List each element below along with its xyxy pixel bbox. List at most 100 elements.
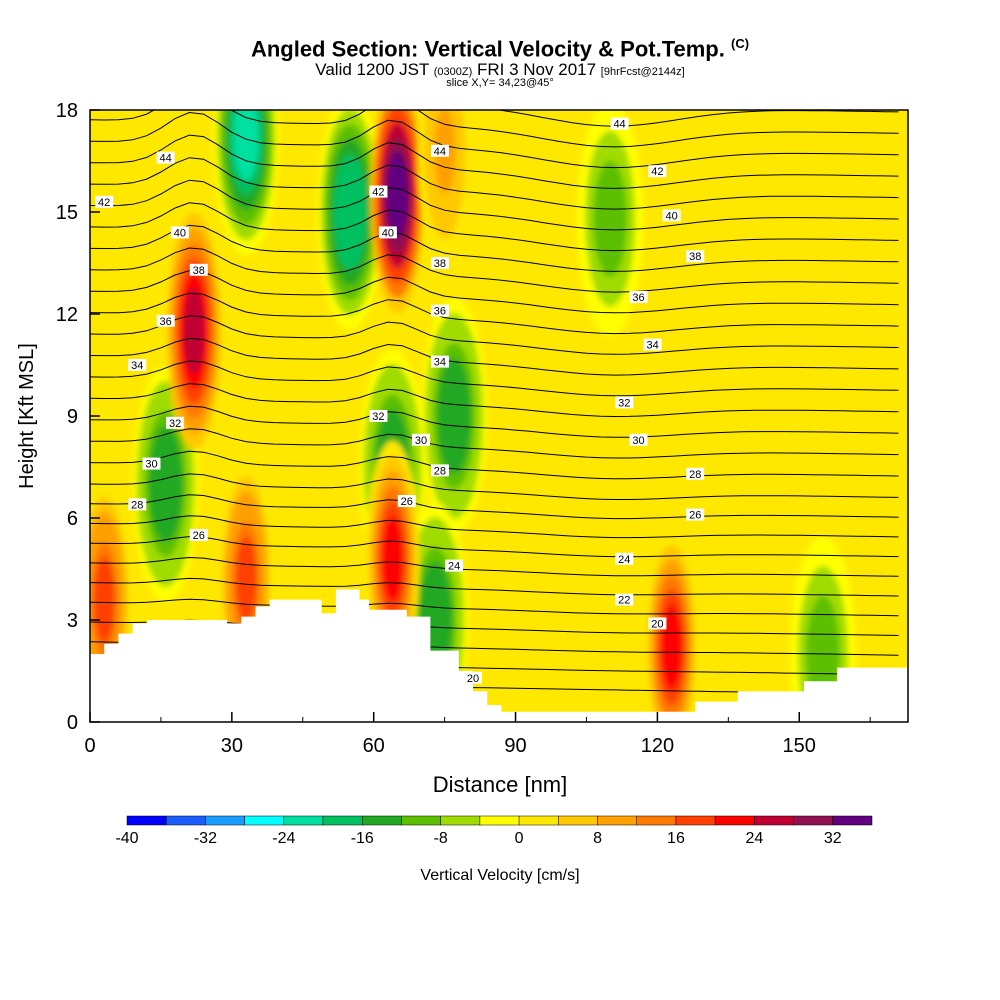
isentrope-line bbox=[90, 515, 899, 539]
colorbar-swatch bbox=[597, 815, 637, 826]
theta-label-box bbox=[369, 185, 388, 198]
theta-label: 42 bbox=[369, 185, 388, 199]
y-tick-label: 12 bbox=[56, 304, 78, 326]
theta-label-text: 28 bbox=[689, 469, 701, 481]
y-tick-label: 0 bbox=[67, 712, 78, 734]
theta-label-text: 44 bbox=[434, 146, 446, 158]
colorbar-swatch bbox=[636, 815, 677, 826]
theta-label: 44 bbox=[610, 117, 629, 131]
theta-label-text: 38 bbox=[193, 265, 205, 277]
colorbar-swatch bbox=[714, 815, 755, 826]
colorbar-swatch bbox=[205, 815, 245, 826]
y-tick-label: 3 bbox=[67, 610, 78, 632]
theta-label-text: 24 bbox=[448, 561, 460, 573]
theta-label-box bbox=[430, 464, 449, 477]
updraft-core bbox=[386, 152, 408, 238]
theta-label-box bbox=[662, 209, 681, 222]
colorbar-swatch bbox=[362, 815, 402, 826]
theta-label-box bbox=[156, 151, 175, 164]
theta-label: 44 bbox=[156, 151, 175, 165]
theta-label: 30 bbox=[142, 457, 161, 471]
theta-label-text: 42 bbox=[98, 197, 110, 209]
theta-label-text: 20 bbox=[651, 618, 663, 630]
theta-label-box bbox=[369, 410, 388, 422]
isentrope-line bbox=[90, 450, 899, 480]
theta-label-box bbox=[166, 416, 185, 429]
theta-label: 20 bbox=[648, 617, 667, 630]
isentrope-line bbox=[90, 337, 899, 376]
colorbar-tick-label: -8 bbox=[434, 830, 448, 847]
terrain-mask bbox=[90, 589, 908, 722]
theta-label: 40 bbox=[378, 226, 397, 239]
isentrope-line bbox=[90, 556, 899, 577]
theta-label-box bbox=[686, 467, 705, 480]
colorbar-swatch bbox=[126, 815, 167, 826]
chart-subtitle: Valid 1200 JST (0300Z) FRI 3 Nov 2017 [9… bbox=[0, 60, 1000, 80]
theta-label-box bbox=[629, 291, 648, 303]
theta-label-text: 28 bbox=[434, 465, 446, 477]
isentrope-line bbox=[90, 473, 899, 500]
theta-label: 36 bbox=[156, 314, 175, 328]
y-axis-label: Height [Kft MSL] bbox=[16, 343, 38, 489]
theta-label-text: 30 bbox=[632, 435, 644, 447]
theta-label-box bbox=[128, 498, 147, 511]
theta-label-text: 26 bbox=[193, 530, 205, 542]
isentrope-line bbox=[90, 110, 899, 148]
theta-label: 26 bbox=[686, 508, 705, 522]
y-tick-label: 18 bbox=[56, 100, 78, 122]
theta-label: 28 bbox=[128, 498, 147, 511]
isentrope-line bbox=[90, 247, 899, 293]
theta-label-text: 42 bbox=[651, 166, 663, 178]
colorbar-tick-label: 0 bbox=[515, 830, 524, 847]
theta-label-box bbox=[643, 338, 662, 351]
theta-label-text: 38 bbox=[434, 258, 446, 270]
theta-label-box bbox=[445, 559, 464, 572]
colorbar-tick-label: 24 bbox=[745, 830, 763, 847]
theta-label: 24 bbox=[445, 559, 464, 573]
isentrope-line bbox=[90, 494, 899, 520]
isentrope-line bbox=[90, 111, 899, 169]
colorbar-swatch bbox=[401, 815, 441, 826]
theta-label-box bbox=[686, 250, 705, 263]
updraft-core bbox=[382, 515, 404, 602]
x-tick-label: 120 bbox=[641, 735, 674, 757]
isentrope-line bbox=[90, 270, 899, 314]
theta-label: 34 bbox=[128, 359, 147, 372]
colorbar-tick-label: 32 bbox=[824, 830, 842, 847]
y-tick-label: 9 bbox=[67, 406, 78, 428]
x-tick-label: 150 bbox=[783, 735, 816, 757]
colorbar-swatch bbox=[322, 815, 363, 826]
colorbar-swatch bbox=[754, 815, 794, 826]
isentrope-line bbox=[90, 360, 899, 397]
theta-label-box bbox=[430, 144, 449, 157]
theta-label: 28 bbox=[686, 467, 705, 481]
isentrope-line bbox=[90, 598, 899, 617]
forecast-info: [9hrFcst@2144z] bbox=[600, 66, 685, 78]
theta-label: 26 bbox=[397, 495, 416, 508]
y-tick-label: 15 bbox=[56, 202, 78, 224]
updraft-core bbox=[661, 604, 683, 691]
theta-label-text: 22 bbox=[618, 595, 630, 607]
theta-label-text: 40 bbox=[174, 227, 186, 239]
theta-label-text: 32 bbox=[169, 418, 181, 430]
theta-label-text: 20 bbox=[467, 673, 479, 685]
theta-label-box bbox=[463, 671, 482, 684]
theta-label: 32 bbox=[166, 416, 185, 430]
isentrope-line bbox=[90, 383, 899, 418]
isentrope-line bbox=[90, 179, 899, 231]
x-axis-label: Distance [nm] bbox=[433, 772, 568, 797]
theta-label-text: 44 bbox=[613, 119, 625, 131]
theta-label-text: 34 bbox=[434, 357, 446, 369]
theta-label-box bbox=[378, 226, 397, 239]
isentrope-line bbox=[90, 577, 899, 597]
theta-label-text: 36 bbox=[160, 316, 172, 328]
slice-info: slice X,Y= 34,23@45° bbox=[446, 77, 554, 89]
theta-label-text: 40 bbox=[665, 210, 677, 222]
theta-label: 38 bbox=[686, 250, 705, 263]
x-tick-label: 0 bbox=[84, 735, 95, 757]
theta-label: 30 bbox=[629, 433, 648, 447]
isentrope-line bbox=[90, 292, 899, 335]
theta-label: 26 bbox=[189, 529, 208, 542]
